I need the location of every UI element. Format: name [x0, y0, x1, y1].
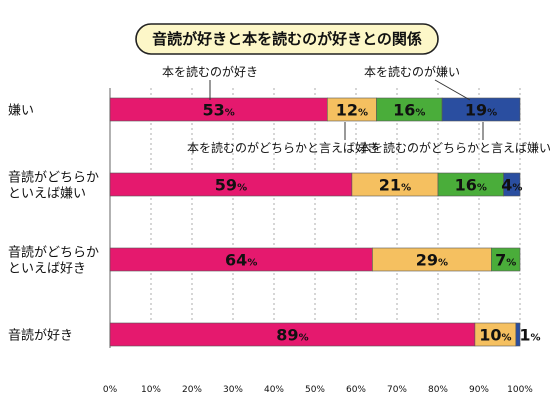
- x-tick-label: 0%: [103, 385, 118, 395]
- data-label: 1%: [519, 326, 540, 345]
- legend-callouts: 本を読むのが好き 本を読むのが嫌い本を読むのがどちらかと言えば好き本を読むのがどち…: [162, 64, 550, 155]
- category-label: 音読がどちらかといえば好き: [8, 245, 99, 277]
- category-label: 音読が好き: [8, 328, 73, 344]
- data-label: 16%: [455, 176, 487, 195]
- data-label: 29%: [416, 251, 448, 270]
- legend-entry: 本を読むのがどちらかと言えば好き: [187, 140, 379, 155]
- bars: 53% 12% 16% 19% 59% 21% 16% 4% 64% 29% 7% 89% 10% 1%: [109, 97, 541, 347]
- chart-title-box: 音読が好きと本を読むのが好きとの関係: [135, 23, 439, 55]
- x-tick-label: 30%: [223, 385, 243, 395]
- data-label: 89%: [276, 326, 308, 345]
- data-label: 59%: [215, 176, 247, 195]
- data-label: 4%: [501, 176, 522, 195]
- x-tick-label: 60%: [346, 385, 366, 395]
- x-tick-label: 100%: [507, 385, 533, 395]
- x-tick-label: 70%: [387, 385, 407, 395]
- bar-segment: [515, 322, 521, 347]
- data-label: 7%: [495, 251, 516, 270]
- legend-entry: 本を読むのがどちらかと言えば嫌い: [359, 140, 550, 155]
- category-label: 音読がどちらかといえば嫌い: [8, 170, 99, 202]
- legend-entry: 本を読むのが嫌い: [364, 64, 460, 79]
- data-label: 12%: [336, 101, 368, 120]
- x-axis-ticks: 0% 10% 20% 30% 40% 50% 60% 70% 80% 90% 100%: [103, 385, 533, 395]
- chart-title: 音読が好きと本を読むのが好きとの関係: [152, 30, 422, 48]
- x-tick-label: 50%: [305, 385, 325, 395]
- data-label: 64%: [225, 251, 257, 270]
- grid-lines: [109, 88, 521, 348]
- x-tick-label: 90%: [469, 385, 489, 395]
- category-label: 嫌い: [8, 104, 34, 119]
- bar-segment: [441, 97, 521, 122]
- data-label: 19%: [465, 101, 497, 120]
- legend-leader-line: [434, 79, 471, 101]
- legend-entry: 本を読むのが好き: [162, 64, 258, 79]
- x-tick-label: 20%: [182, 385, 202, 395]
- x-tick-label: 80%: [428, 385, 448, 395]
- bar-segment: [490, 247, 521, 272]
- data-label: 10%: [479, 326, 511, 345]
- data-label: 16%: [393, 101, 425, 120]
- data-label: 53%: [203, 101, 235, 120]
- x-tick-label: 40%: [264, 385, 284, 395]
- x-tick-label: 10%: [141, 385, 161, 395]
- bar-segment: [503, 172, 521, 197]
- data-label: 21%: [379, 176, 411, 195]
